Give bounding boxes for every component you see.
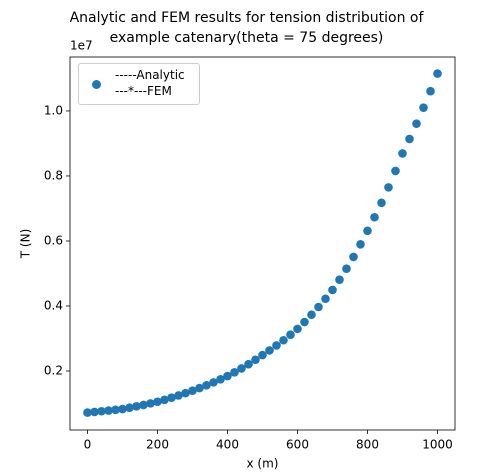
data-point xyxy=(272,341,281,350)
data-point xyxy=(244,359,253,369)
data-point xyxy=(412,119,421,129)
data-point xyxy=(83,408,92,417)
data-point xyxy=(104,406,113,415)
data-point xyxy=(279,335,288,345)
data-point xyxy=(349,252,358,262)
data-point xyxy=(258,350,267,360)
data-point xyxy=(307,310,316,320)
x-tick-label: 200 xyxy=(146,438,169,452)
data-point xyxy=(398,149,407,158)
data-point xyxy=(363,226,372,236)
data-point xyxy=(202,381,211,390)
legend-label: -----Analytic ---*---FEM xyxy=(115,68,185,98)
data-point xyxy=(181,388,190,398)
x-tick-label: 400 xyxy=(216,438,239,452)
data-point xyxy=(321,294,330,304)
data-point xyxy=(97,406,106,416)
data-point xyxy=(195,383,204,393)
data-point xyxy=(300,317,309,327)
data-point xyxy=(370,212,379,222)
data-point xyxy=(118,404,127,414)
data-point xyxy=(286,330,295,340)
data-point xyxy=(125,403,134,413)
data-point xyxy=(314,302,323,312)
y-tick-label: 1.0 xyxy=(44,103,63,117)
data-point xyxy=(237,364,246,373)
data-point xyxy=(216,374,225,384)
data-point xyxy=(111,405,120,415)
y-tick-label: 0.2 xyxy=(44,364,63,378)
data-point xyxy=(90,407,99,417)
data-point xyxy=(384,183,393,192)
data-point xyxy=(342,264,351,273)
data-point xyxy=(167,393,176,402)
data-point xyxy=(209,378,218,387)
data-point xyxy=(419,103,428,112)
data-point xyxy=(153,397,162,407)
data-point xyxy=(391,166,400,176)
data-point xyxy=(174,391,183,400)
x-tick-label: 800 xyxy=(356,438,379,452)
data-point xyxy=(335,275,344,284)
data-point xyxy=(356,239,365,249)
chart-title: Analytic and FEM results for tension dis… xyxy=(69,10,424,46)
y-tick-label: 0.8 xyxy=(44,168,63,182)
data-point xyxy=(426,86,435,96)
data-point xyxy=(405,134,414,144)
y-offset-label: 1e7 xyxy=(70,39,93,53)
x-tick-label: 1000 xyxy=(422,438,453,452)
data-point xyxy=(293,324,302,334)
data-point xyxy=(188,386,197,395)
data-point xyxy=(146,399,155,408)
data-point xyxy=(132,402,141,411)
data-point xyxy=(377,198,386,208)
y-tick-label: 0.4 xyxy=(44,298,63,312)
data-point xyxy=(139,400,148,410)
legend-marker xyxy=(92,80,101,89)
data-point xyxy=(223,371,232,381)
legend: -----Analytic ---*---FEM xyxy=(78,63,200,105)
plot-frame xyxy=(69,56,456,431)
data-point xyxy=(230,368,239,377)
data-point xyxy=(251,355,260,365)
data-point xyxy=(433,69,442,78)
data-point xyxy=(265,346,274,355)
data-point xyxy=(160,395,169,405)
x-axis-label: x (m) xyxy=(247,457,279,471)
y-axis-label: T (N) xyxy=(19,229,33,259)
x-tick-label: 600 xyxy=(286,438,309,452)
data-point xyxy=(328,285,337,295)
x-tick-label: 0 xyxy=(84,438,92,452)
y-tick-label: 0.6 xyxy=(44,233,63,247)
